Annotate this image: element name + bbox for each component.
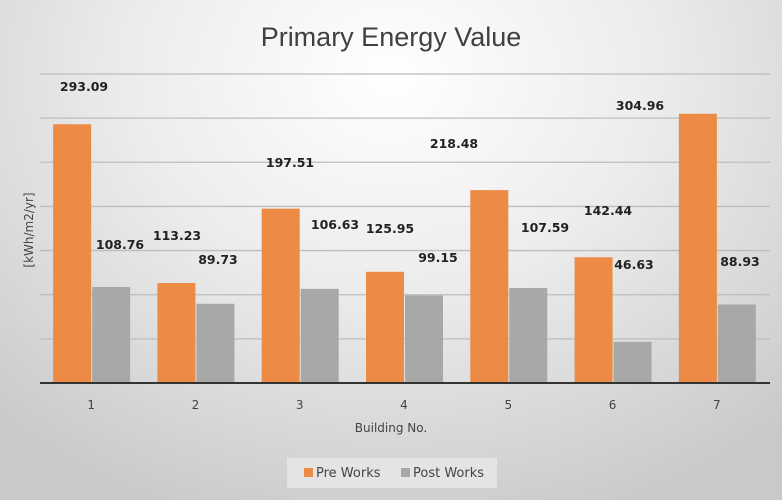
- bar-pre-works-4: [366, 271, 404, 383]
- bar-post-works-6: [613, 341, 652, 383]
- x-tick-label: 4: [400, 398, 408, 412]
- data-label: 197.51: [266, 155, 314, 170]
- bar-post-works-5: [509, 288, 548, 383]
- data-label: 142.44: [584, 203, 633, 218]
- data-label: 304.96: [616, 98, 665, 113]
- bar-post-works-2: [196, 303, 235, 383]
- bar-post-works-4: [405, 295, 443, 383]
- bar-pre-works-1: [53, 124, 92, 383]
- data-label: 89.73: [198, 252, 238, 267]
- data-label: 125.95: [366, 221, 414, 236]
- data-label: 293.09: [60, 79, 108, 94]
- bar-post-works-7: [717, 304, 756, 383]
- data-label: 46.63: [614, 257, 654, 272]
- bar-pre-works-5: [470, 190, 509, 383]
- bar-pre-works-7: [678, 113, 717, 383]
- data-label: 107.59: [521, 220, 569, 235]
- x-axis-label: Building No.: [355, 421, 427, 435]
- legend-label-pre-works: Pre Works: [316, 466, 381, 481]
- x-tick-label: 7: [713, 398, 721, 412]
- data-label: 106.63: [311, 217, 359, 232]
- data-label: 99.15: [418, 250, 458, 265]
- x-tick-label: 6: [609, 398, 617, 412]
- legend-swatch-post-works: [401, 468, 410, 477]
- bar-pre-works-6: [574, 257, 613, 383]
- bar-pre-works-2: [157, 283, 196, 383]
- chart-title: Primary Energy Value: [261, 22, 522, 52]
- x-tick-label: 2: [192, 398, 200, 412]
- bar-post-works-1: [92, 286, 131, 383]
- legend: [287, 458, 497, 488]
- data-label: 88.93: [720, 254, 760, 269]
- legend-label-post-works: Post Works: [413, 466, 484, 481]
- data-label: 113.23: [153, 228, 201, 243]
- bar-post-works-3: [300, 288, 339, 383]
- x-tick-label: 3: [296, 398, 304, 412]
- x-tick-label: 1: [87, 398, 95, 412]
- y-axis-label: [kWh/m2/yr]: [22, 192, 36, 267]
- x-tick-label: 5: [504, 398, 512, 412]
- data-label: 218.48: [430, 136, 478, 151]
- legend-swatch-pre-works: [304, 468, 313, 477]
- bar-pre-works-3: [261, 208, 300, 383]
- data-label: 108.76: [96, 237, 145, 252]
